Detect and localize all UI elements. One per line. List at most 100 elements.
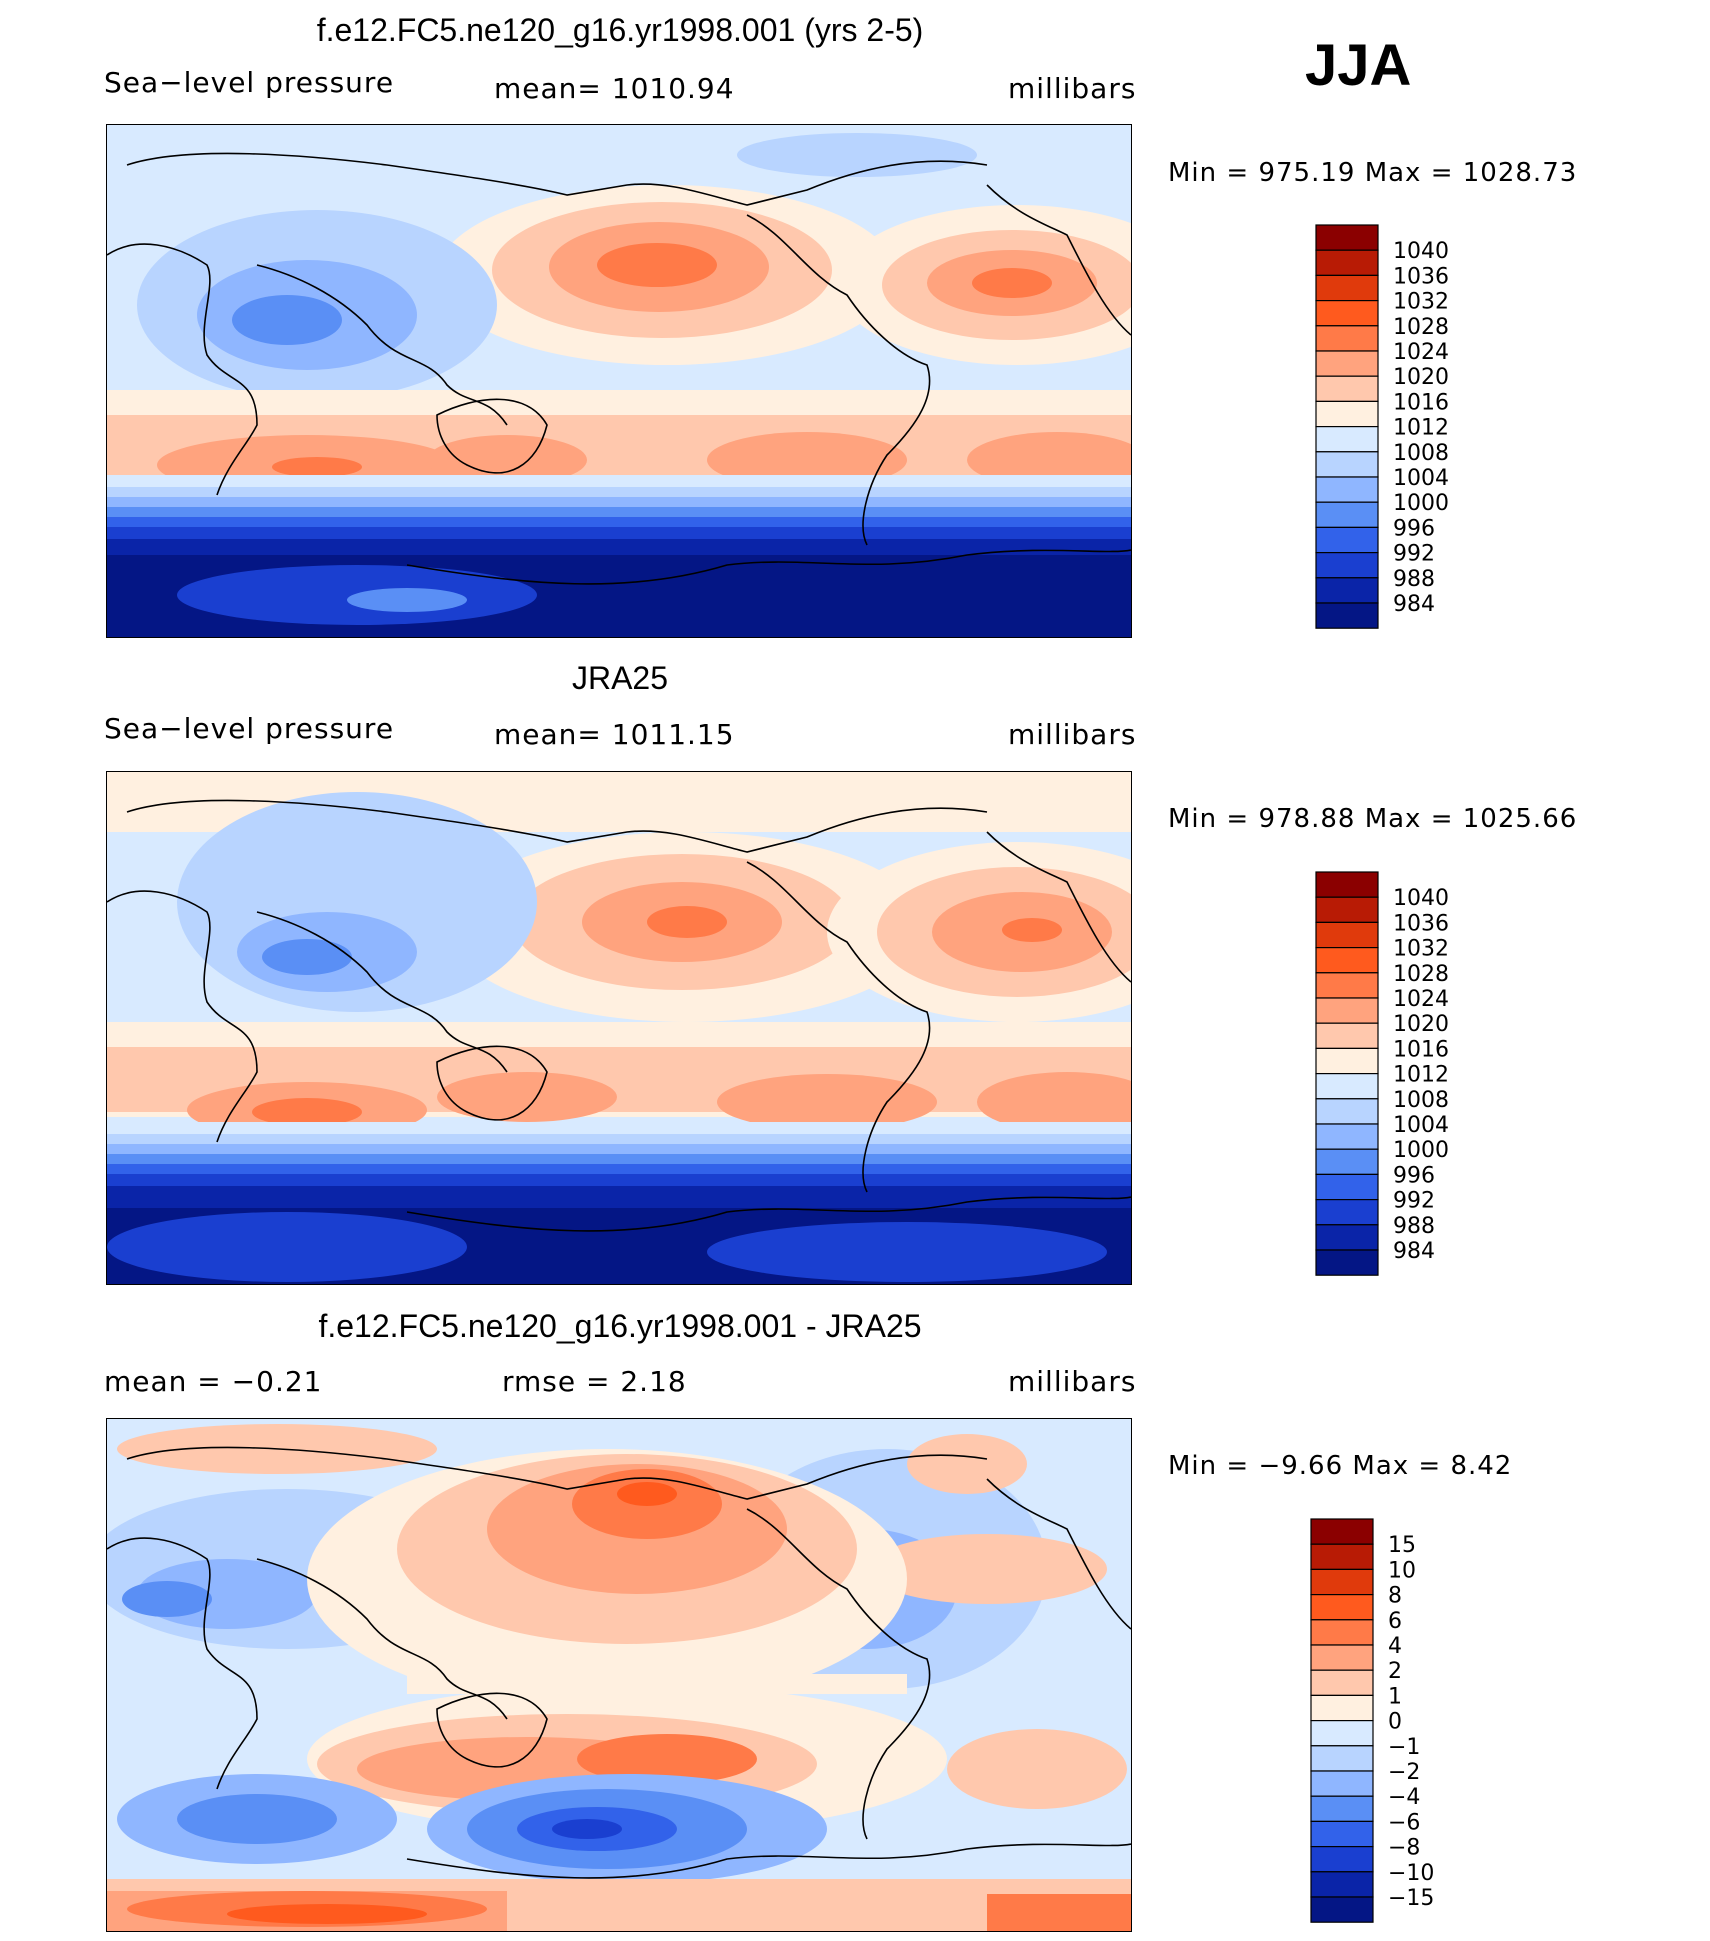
colorbar-swatch — [1315, 274, 1379, 302]
colorbar-swatch — [1310, 1745, 1374, 1772]
panel-1-variable-label: Sea−level pressure — [104, 66, 395, 99]
panel-1-title: f.e12.FC5.ne120_g16.yr1998.001 (yrs 2-5) — [316, 12, 924, 48]
colorbar-level-label: −10 — [1388, 1861, 1434, 1886]
colorbar-level-label: 984 — [1393, 1239, 1435, 1264]
colorbar-swatch — [1315, 1047, 1379, 1075]
colorbar-swatch — [1310, 1593, 1374, 1621]
colorbar-swatch — [1310, 1795, 1374, 1823]
colorbar-level-label: 1024 — [1393, 340, 1449, 365]
colorbar-level-label: 1004 — [1393, 1113, 1449, 1138]
colorbar-swatch — [1315, 1224, 1379, 1251]
colorbar-swatch — [1315, 602, 1379, 629]
colorbar-swatch — [1310, 1720, 1374, 1747]
colorbar-svg: 1040103610321028102410201016101210081004… — [1315, 224, 1449, 629]
colorbar-swatch — [1315, 972, 1379, 999]
colorbar-level-label: 10 — [1388, 1558, 1416, 1583]
colorbar-swatch — [1310, 1518, 1374, 1545]
colorbar-level-label: 8 — [1388, 1584, 1402, 1609]
colorbar-level-label: 988 — [1393, 567, 1435, 592]
panel-2-mean-label: mean= 1011.15 — [494, 718, 735, 751]
colorbar-swatch — [1315, 1098, 1379, 1125]
panel-2-map-svg — [107, 772, 1131, 1284]
colorbar-level-label: 992 — [1393, 542, 1435, 567]
season-label: JJA — [1305, 33, 1412, 98]
colorbar-swatch — [1315, 896, 1379, 924]
colorbar-swatch — [1315, 1199, 1379, 1226]
colorbar-swatch — [1310, 1846, 1374, 1873]
colorbar-level-label: 4 — [1388, 1634, 1402, 1659]
panel-3-minmax: Min = −9.66 Max = 8.42 — [1168, 1451, 1513, 1481]
colorbar-swatch — [1315, 325, 1379, 352]
colorbar-swatch — [1315, 552, 1379, 579]
colorbar-level-label: 1016 — [1393, 1037, 1449, 1062]
colorbar-swatch — [1315, 476, 1379, 503]
colorbar-swatch — [1315, 426, 1379, 453]
panel-3-units-label: millibars — [1008, 1365, 1137, 1398]
colorbar-level-label: 1000 — [1393, 1138, 1449, 1163]
colorbar-level-label: 6 — [1388, 1609, 1402, 1634]
panel-3-map — [106, 1418, 1132, 1932]
colorbar-swatch — [1315, 400, 1379, 428]
colorbar-swatch — [1315, 249, 1379, 277]
panel-2-units-label: millibars — [1008, 718, 1137, 751]
panel-1-map — [106, 124, 1132, 638]
colorbar-swatch — [1315, 1073, 1379, 1100]
colorbar-swatch — [1310, 1543, 1374, 1571]
panel-1-mean-label: mean= 1010.94 — [494, 72, 735, 105]
panel-1-units-label: millibars — [1008, 72, 1137, 105]
colorbar-level-label: 1024 — [1393, 987, 1449, 1012]
colorbar-swatch — [1310, 1871, 1374, 1898]
colorbar-swatch — [1315, 1173, 1379, 1201]
colorbar-level-label: 1012 — [1393, 416, 1449, 441]
panel-1-minmax: Min = 975.19 Max = 1028.73 — [1168, 158, 1578, 188]
colorbar-swatch — [1315, 1022, 1379, 1049]
panel-3-colorbar: 15 10 8 6 4 2 1 0 −1 −2 −4 −6 −8 −10 −15 — [1310, 1518, 1470, 1923]
colorbar-swatch — [1315, 871, 1379, 898]
colorbar-swatch — [1315, 997, 1379, 1024]
colorbar-level-label: 1016 — [1393, 390, 1449, 415]
colorbar-level-label: 996 — [1393, 1163, 1435, 1188]
colorbar-swatch — [1310, 1896, 1374, 1923]
colorbar-swatch — [1315, 224, 1379, 251]
colorbar-level-label: 988 — [1393, 1214, 1435, 1239]
colorbar-swatch — [1315, 299, 1379, 327]
panel-2-title: JRA25 — [571, 660, 669, 696]
colorbar-swatch — [1310, 1644, 1374, 1671]
colorbar-level-label: 1028 — [1393, 315, 1449, 340]
colorbar-level-label: 1020 — [1393, 365, 1449, 390]
colorbar-swatch — [1310, 1619, 1374, 1646]
colorbar-swatch — [1310, 1669, 1374, 1696]
colorbar-level-label: 1028 — [1393, 962, 1449, 987]
colorbar-swatch — [1310, 1694, 1374, 1722]
colorbar-level-label: 1040 — [1393, 239, 1449, 264]
colorbar-level-label: 0 — [1388, 1710, 1402, 1735]
colorbar-level-label: −6 — [1388, 1810, 1420, 1835]
colorbar-level-label: 992 — [1393, 1189, 1435, 1214]
panel-2-map — [106, 771, 1132, 1285]
colorbar-level-label: 15 — [1388, 1533, 1416, 1558]
colorbar-level-label: 1000 — [1393, 491, 1449, 516]
colorbar-swatch — [1315, 1148, 1379, 1176]
panel-3-mean-label: mean = −0.21 — [104, 1365, 323, 1398]
colorbar-swatch — [1310, 1568, 1374, 1596]
colorbar-level-label: 2 — [1388, 1659, 1402, 1684]
colorbar-level-label: 1032 — [1393, 937, 1449, 962]
colorbar-level-label: −8 — [1388, 1836, 1420, 1861]
colorbar-swatch — [1315, 526, 1379, 554]
panel-2-variable-label: Sea−level pressure — [104, 712, 395, 745]
colorbar-level-label: 1032 — [1393, 290, 1449, 315]
colorbar-swatch — [1315, 577, 1379, 604]
panel-2-colorbar: 1040 1036 1032 1028 1024 1020 1016 1012 1008 1004… — [1315, 871, 1475, 1276]
panel-1-map-svg — [107, 125, 1131, 637]
panel-3-title: f.e12.FC5.ne120_g16.yr1998.001 - JRA25 — [318, 1308, 922, 1344]
colorbar-swatch — [1315, 1249, 1379, 1276]
colorbar-svg: 1040103610321028102410201016101210081004… — [1315, 871, 1449, 1276]
colorbar-swatch — [1315, 921, 1379, 949]
colorbar-level-label: 1008 — [1393, 1088, 1449, 1113]
colorbar-level-label: 1036 — [1393, 264, 1449, 289]
colorbar-level-label: 1 — [1388, 1684, 1402, 1709]
colorbar-swatch — [1315, 375, 1379, 402]
colorbar-level-label: −2 — [1388, 1760, 1420, 1785]
colorbar-swatch — [1315, 350, 1379, 377]
colorbar-level-label: 996 — [1393, 516, 1435, 541]
